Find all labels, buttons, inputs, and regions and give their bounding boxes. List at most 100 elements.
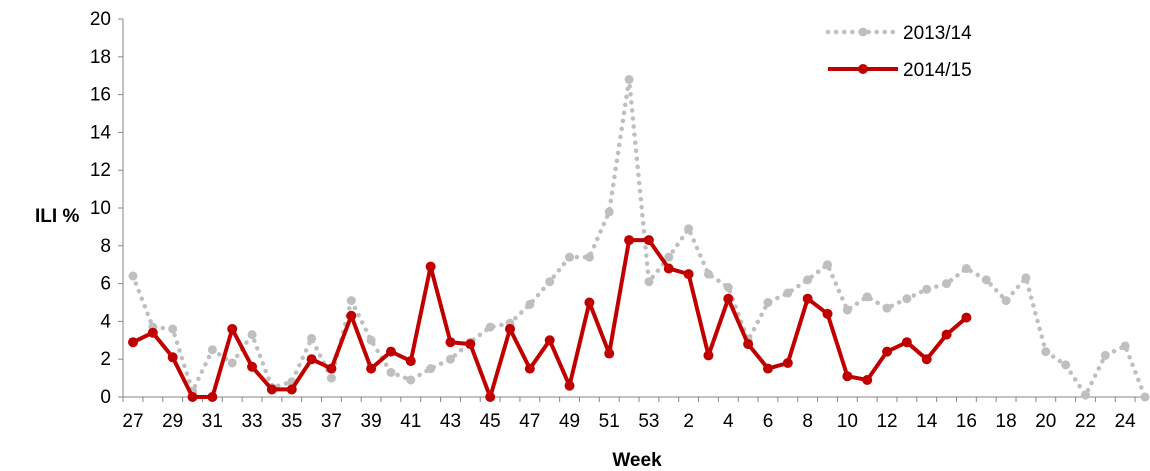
data-point-2014-15 bbox=[584, 297, 595, 308]
data-point-2013-14 bbox=[1041, 347, 1051, 357]
data-point-2013-14 bbox=[545, 277, 555, 287]
x-tick-label: 51 bbox=[599, 411, 620, 432]
data-point-2013-14 bbox=[1080, 390, 1090, 400]
x-tick-label: 12 bbox=[876, 411, 897, 432]
data-point-2013-14 bbox=[565, 252, 575, 262]
data-point-2014-15 bbox=[842, 371, 853, 382]
data-point-2014-15 bbox=[207, 392, 218, 402]
x-tick-label: 47 bbox=[519, 411, 540, 432]
data-point-2014-15 bbox=[941, 329, 952, 340]
data-point-2013-14 bbox=[584, 252, 594, 262]
series-2014-15 bbox=[128, 235, 972, 402]
data-point-2013-14 bbox=[922, 284, 932, 294]
data-point-2014-15 bbox=[762, 363, 773, 374]
data-point-2013-14 bbox=[684, 224, 694, 234]
data-point-2014-15 bbox=[286, 384, 297, 395]
data-point-2013-14 bbox=[485, 322, 495, 332]
x-tick-label: 18 bbox=[996, 411, 1017, 432]
series-layer bbox=[128, 74, 1150, 402]
y-axis-title: ILI % bbox=[35, 206, 79, 227]
data-point-2014-15 bbox=[723, 293, 734, 304]
legend-marker-2013-14 bbox=[858, 27, 868, 37]
y-tick-label: 4 bbox=[100, 311, 111, 332]
data-point-2013-14 bbox=[207, 345, 217, 355]
y-axis-ticks: 0 2 4 6 8 10 12 14 16 18 20 bbox=[90, 9, 123, 408]
y-tick-label: 10 bbox=[90, 198, 111, 219]
data-point-2014-15 bbox=[901, 337, 912, 348]
data-point-2013-14 bbox=[1100, 350, 1110, 360]
data-point-2013-14 bbox=[723, 282, 733, 292]
data-point-2013-14 bbox=[1001, 296, 1011, 306]
legend-label-2014-15: 2014/15 bbox=[903, 60, 972, 81]
data-point-2014-15 bbox=[366, 363, 377, 374]
data-point-2013-14 bbox=[1140, 392, 1150, 402]
x-tick-label: 10 bbox=[837, 411, 858, 432]
data-point-2013-14 bbox=[763, 298, 773, 307]
y-tick-label: 6 bbox=[100, 274, 111, 295]
data-point-2013-14 bbox=[128, 271, 138, 281]
data-point-2013-14 bbox=[783, 288, 793, 298]
x-tick-label: 33 bbox=[241, 411, 262, 432]
data-point-2014-15 bbox=[485, 392, 496, 402]
data-point-2013-14 bbox=[445, 354, 455, 364]
data-point-2013-14 bbox=[942, 279, 952, 289]
x-tick-label: 29 bbox=[162, 411, 183, 432]
x-tick-label: 41 bbox=[400, 411, 421, 432]
data-point-2013-14 bbox=[1021, 273, 1031, 283]
data-point-2014-15 bbox=[167, 352, 178, 363]
data-point-2013-14 bbox=[981, 275, 991, 285]
data-point-2014-15 bbox=[306, 354, 317, 365]
data-point-2014-15 bbox=[385, 346, 396, 357]
x-tick-label: 49 bbox=[559, 411, 580, 432]
x-tick-label: 20 bbox=[1035, 411, 1056, 432]
y-tick-label: 8 bbox=[100, 236, 111, 257]
data-point-2013-14 bbox=[1120, 341, 1130, 351]
data-point-2013-14 bbox=[346, 296, 356, 306]
data-point-2013-14 bbox=[862, 292, 872, 302]
x-tick-label: 4 bbox=[723, 411, 734, 432]
data-point-2014-15 bbox=[247, 361, 258, 372]
x-tick-label: 22 bbox=[1075, 411, 1096, 432]
data-point-2014-15 bbox=[326, 363, 337, 374]
data-point-2014-15 bbox=[882, 346, 893, 357]
data-point-2013-14 bbox=[386, 367, 396, 377]
x-tick-label: 35 bbox=[281, 411, 302, 432]
data-point-2013-14 bbox=[703, 269, 713, 279]
data-point-2013-14 bbox=[406, 375, 416, 385]
data-point-2014-15 bbox=[643, 235, 654, 246]
data-point-2013-14 bbox=[525, 299, 535, 309]
data-point-2013-14 bbox=[1061, 360, 1071, 370]
data-point-2013-14 bbox=[842, 305, 852, 315]
x-tick-label: 6 bbox=[763, 411, 774, 432]
legend-marker-2014-15 bbox=[858, 64, 868, 74]
data-point-2013-14 bbox=[823, 260, 833, 270]
data-point-2014-15 bbox=[961, 312, 972, 323]
data-point-2014-15 bbox=[544, 335, 555, 346]
legend-item-2013-14: 2013/14 bbox=[825, 23, 972, 44]
y-tick-label: 2 bbox=[100, 349, 111, 370]
data-point-2014-15 bbox=[802, 293, 813, 304]
x-axis-ticks: 27 29 31 33 35 37 39 41 43 45 47 49 51 53 2 4 6 8 10 12 14 16… bbox=[122, 397, 1136, 432]
data-point-2013-14 bbox=[366, 335, 376, 345]
data-point-2014-15 bbox=[147, 327, 158, 338]
data-point-2014-15 bbox=[266, 384, 277, 395]
data-point-2013-14 bbox=[961, 263, 971, 273]
data-point-2014-15 bbox=[564, 380, 575, 391]
data-point-2014-15 bbox=[128, 337, 138, 348]
data-point-2013-14 bbox=[902, 294, 912, 304]
data-point-2014-15 bbox=[604, 348, 615, 359]
data-point-2014-15 bbox=[505, 323, 516, 334]
data-point-2014-15 bbox=[524, 363, 535, 374]
data-point-2013-14 bbox=[426, 364, 436, 374]
data-point-2014-15 bbox=[405, 356, 416, 367]
x-tick-label: 31 bbox=[202, 411, 223, 432]
data-point-2013-14 bbox=[624, 74, 634, 84]
x-tick-label: 8 bbox=[802, 411, 813, 432]
x-tick-label: 2 bbox=[683, 411, 694, 432]
data-point-2013-14 bbox=[307, 333, 317, 343]
data-point-2014-15 bbox=[683, 269, 694, 280]
data-point-2013-14 bbox=[227, 358, 237, 368]
data-point-2014-15 bbox=[782, 357, 793, 368]
data-point-2013-14 bbox=[247, 330, 257, 340]
